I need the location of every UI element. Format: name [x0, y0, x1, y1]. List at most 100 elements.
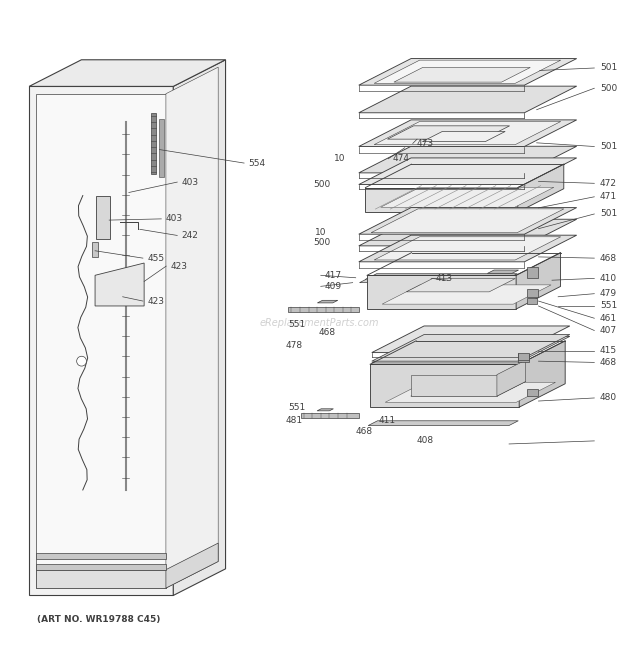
- Polygon shape: [95, 263, 144, 306]
- Polygon shape: [371, 209, 564, 233]
- Bar: [301, 413, 359, 418]
- Polygon shape: [173, 59, 226, 596]
- Polygon shape: [29, 87, 173, 596]
- Polygon shape: [372, 326, 570, 352]
- Polygon shape: [166, 67, 218, 588]
- Text: 501: 501: [600, 210, 617, 219]
- Polygon shape: [382, 285, 551, 304]
- Text: 468: 468: [319, 328, 336, 337]
- Text: 468: 468: [600, 358, 617, 367]
- Polygon shape: [422, 132, 505, 141]
- Text: 407: 407: [600, 326, 617, 335]
- Polygon shape: [411, 381, 526, 396]
- Polygon shape: [37, 564, 166, 570]
- Text: 409: 409: [325, 282, 342, 291]
- Polygon shape: [381, 187, 554, 207]
- Text: 474: 474: [392, 154, 410, 163]
- Text: 501: 501: [600, 142, 617, 151]
- Polygon shape: [359, 219, 577, 246]
- Bar: [159, 119, 164, 177]
- Polygon shape: [359, 235, 577, 262]
- Text: 478: 478: [285, 340, 303, 350]
- Polygon shape: [365, 274, 517, 280]
- Text: 417: 417: [325, 271, 342, 280]
- Polygon shape: [359, 158, 577, 184]
- Text: 242: 242: [182, 231, 198, 240]
- Bar: [518, 352, 529, 360]
- Text: (ART NO. WR19788 C45): (ART NO. WR19788 C45): [37, 615, 160, 624]
- Bar: [518, 354, 529, 362]
- Text: 468: 468: [600, 254, 617, 262]
- Text: 413: 413: [435, 274, 453, 283]
- Text: 500: 500: [313, 180, 330, 189]
- Polygon shape: [367, 275, 516, 309]
- Polygon shape: [374, 122, 560, 145]
- Text: 415: 415: [600, 346, 617, 355]
- Text: 403: 403: [182, 178, 198, 186]
- Polygon shape: [518, 164, 564, 212]
- Text: 500: 500: [600, 84, 617, 93]
- Text: 551: 551: [288, 320, 306, 329]
- Text: 403: 403: [166, 214, 183, 223]
- Text: 410: 410: [600, 274, 617, 283]
- Text: 471: 471: [600, 192, 617, 202]
- Text: 472: 472: [600, 179, 617, 188]
- Polygon shape: [166, 543, 218, 588]
- Polygon shape: [37, 553, 166, 559]
- Polygon shape: [359, 120, 577, 147]
- Polygon shape: [487, 270, 518, 274]
- Polygon shape: [394, 67, 530, 82]
- Text: 455: 455: [147, 254, 164, 262]
- Polygon shape: [29, 59, 226, 87]
- Text: 480: 480: [600, 393, 617, 403]
- Polygon shape: [365, 188, 518, 212]
- Text: 423: 423: [170, 262, 187, 270]
- Text: 10: 10: [334, 154, 346, 163]
- Polygon shape: [317, 300, 338, 303]
- Polygon shape: [385, 382, 556, 403]
- Polygon shape: [374, 60, 560, 83]
- Polygon shape: [516, 253, 560, 309]
- Text: 479: 479: [600, 290, 617, 298]
- Text: 10: 10: [314, 228, 326, 237]
- Bar: [288, 307, 359, 312]
- Text: 481: 481: [285, 416, 303, 424]
- Polygon shape: [374, 237, 560, 260]
- Polygon shape: [359, 208, 577, 234]
- Text: 468: 468: [356, 426, 373, 436]
- Polygon shape: [359, 146, 577, 173]
- Polygon shape: [406, 278, 515, 292]
- Bar: [92, 241, 98, 257]
- Text: 408: 408: [417, 436, 434, 446]
- Polygon shape: [370, 364, 519, 407]
- Polygon shape: [372, 336, 570, 363]
- Text: 551: 551: [600, 301, 617, 311]
- Text: 461: 461: [600, 314, 617, 323]
- Text: eReplacementParts.com: eReplacementParts.com: [259, 318, 379, 328]
- Polygon shape: [360, 278, 515, 283]
- Bar: [528, 389, 539, 396]
- Polygon shape: [411, 375, 497, 396]
- Text: 423: 423: [147, 297, 164, 305]
- Polygon shape: [317, 408, 334, 411]
- Text: 500: 500: [313, 239, 330, 247]
- Polygon shape: [359, 86, 577, 113]
- Text: 473: 473: [417, 139, 434, 148]
- Bar: [528, 267, 539, 278]
- Polygon shape: [368, 421, 518, 426]
- Polygon shape: [497, 360, 526, 396]
- Text: 554: 554: [249, 159, 265, 167]
- Text: 501: 501: [600, 63, 617, 73]
- Polygon shape: [37, 570, 166, 588]
- Text: 551: 551: [288, 403, 306, 412]
- Bar: [528, 290, 539, 297]
- Polygon shape: [519, 341, 565, 407]
- Bar: [528, 298, 538, 304]
- Bar: [95, 196, 110, 239]
- Bar: [151, 113, 156, 174]
- Text: 411: 411: [378, 416, 396, 424]
- Polygon shape: [359, 59, 577, 85]
- Polygon shape: [424, 236, 459, 241]
- Polygon shape: [388, 126, 510, 139]
- Polygon shape: [37, 94, 166, 588]
